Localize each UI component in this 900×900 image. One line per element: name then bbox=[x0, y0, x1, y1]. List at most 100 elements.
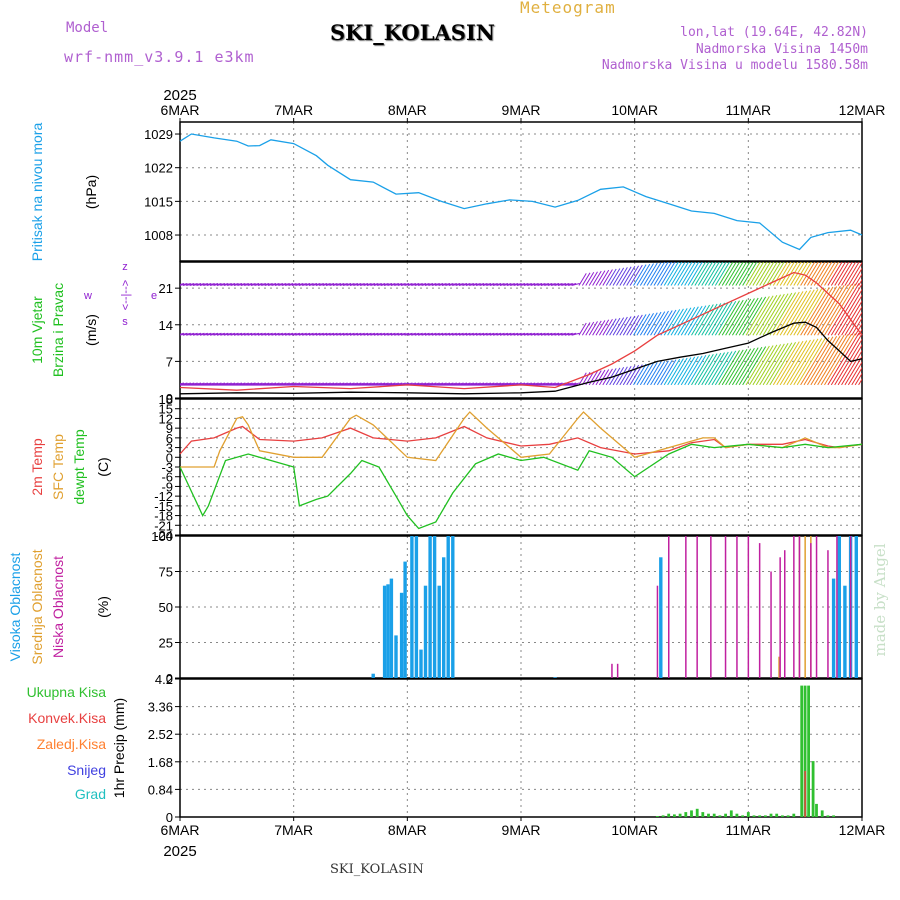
temperature-ytick-label: 3 bbox=[166, 441, 173, 456]
wind-barb bbox=[499, 332, 509, 336]
wind-barb bbox=[472, 283, 481, 287]
wind-barb bbox=[633, 314, 647, 336]
wind-barb bbox=[609, 268, 621, 286]
wind-barb bbox=[646, 361, 662, 386]
wind-barb bbox=[544, 283, 553, 287]
precip_total-bar bbox=[746, 812, 750, 817]
wind-barb bbox=[742, 262, 758, 286]
wind-barb bbox=[851, 317, 862, 336]
wind-barb bbox=[192, 332, 202, 336]
wind-barb bbox=[858, 278, 862, 286]
wind-barb bbox=[322, 283, 331, 287]
wind-barb bbox=[834, 338, 862, 386]
temperature-ytick-label: 6 bbox=[166, 431, 173, 446]
wind-barb bbox=[704, 352, 725, 386]
wind-barb bbox=[431, 283, 440, 287]
wind-barb bbox=[701, 303, 722, 336]
wind-barb bbox=[400, 332, 410, 336]
wind-barb bbox=[759, 262, 775, 286]
wind-barb bbox=[786, 289, 815, 336]
wind-barb bbox=[687, 262, 703, 286]
wind-barb bbox=[701, 352, 722, 386]
wind-barb bbox=[564, 283, 573, 287]
cloud_low-bar bbox=[696, 536, 698, 678]
wind-barb bbox=[305, 283, 314, 287]
wind-barb bbox=[595, 369, 606, 386]
wind-barb bbox=[807, 286, 838, 336]
wind-ytick-label: 7 bbox=[166, 354, 173, 369]
wind-barb bbox=[284, 332, 294, 336]
wind-barbs bbox=[180, 262, 862, 386]
time-label-top: 12MAR bbox=[839, 102, 886, 118]
precip_total-bar bbox=[811, 761, 815, 817]
temp-sfc-title: SFC Temp bbox=[50, 434, 66, 500]
wind-barb bbox=[725, 299, 748, 336]
wind-barb bbox=[834, 262, 850, 286]
cloud_low-bar bbox=[849, 536, 852, 678]
time-label-top: 6MAR bbox=[161, 102, 200, 118]
wind-barb bbox=[807, 262, 823, 286]
wind-barb bbox=[762, 293, 789, 336]
wind-barb bbox=[216, 283, 226, 287]
wind-barb bbox=[493, 283, 502, 287]
wind-barb bbox=[397, 283, 406, 287]
precip_total-bar bbox=[678, 813, 682, 817]
wind-ytick-label: 0 bbox=[166, 391, 173, 406]
compass-arrow: <--|--> bbox=[120, 280, 132, 310]
wind-barb bbox=[267, 283, 277, 287]
wind-barb bbox=[271, 283, 280, 287]
wind-barb bbox=[592, 270, 602, 286]
temp-2m-title: 2m Temp bbox=[29, 438, 45, 496]
wind-barb bbox=[383, 332, 393, 336]
wind-barb bbox=[653, 310, 669, 336]
wind-barb bbox=[711, 262, 727, 286]
wind-barb bbox=[656, 310, 673, 336]
wind-barb bbox=[278, 332, 287, 336]
wind-barb bbox=[789, 262, 806, 286]
wind-barb bbox=[233, 283, 243, 287]
wind-barb bbox=[571, 332, 580, 336]
wind-barb bbox=[192, 283, 202, 287]
wind-barb bbox=[830, 262, 847, 286]
wind-barb bbox=[599, 269, 610, 286]
cloud-high-title: Visoka Oblacnost bbox=[7, 553, 23, 662]
pressure-line bbox=[179, 133, 863, 251]
temperature-ytick-label: -6 bbox=[161, 470, 173, 485]
precip_total-bar bbox=[735, 813, 739, 817]
wind-barb bbox=[288, 283, 297, 287]
wind-barb bbox=[779, 262, 795, 286]
wind-barb bbox=[595, 320, 606, 336]
wind-barb bbox=[847, 361, 862, 386]
wind-barb bbox=[180, 332, 188, 336]
wind-barb bbox=[847, 262, 862, 286]
wind-barb bbox=[342, 283, 352, 287]
compass-west: w bbox=[83, 290, 92, 302]
wind-barb bbox=[738, 262, 754, 286]
wind-barb bbox=[772, 341, 800, 386]
wind-barb bbox=[557, 283, 567, 287]
wind-barb bbox=[353, 283, 362, 287]
cloud_high-bar bbox=[403, 561, 407, 678]
cloud_high-bar bbox=[399, 592, 404, 678]
wind-barb bbox=[298, 283, 307, 287]
wind-barb bbox=[783, 290, 811, 336]
wind-barb bbox=[766, 292, 793, 336]
wind-barb bbox=[749, 345, 774, 386]
precip_total-bar bbox=[729, 810, 733, 817]
wind-barb bbox=[421, 332, 430, 336]
wind-barb bbox=[820, 262, 836, 286]
wind-barb bbox=[189, 332, 198, 336]
cloud_high-bar bbox=[442, 557, 446, 678]
wind-barb bbox=[455, 283, 464, 287]
cloud_low-bar bbox=[798, 536, 801, 678]
temperature-ytick-label: -24 bbox=[154, 528, 173, 543]
wind-barb bbox=[302, 332, 311, 336]
wind-barb bbox=[431, 332, 440, 336]
wind-barb bbox=[674, 262, 690, 286]
cloud_high-bar bbox=[432, 536, 437, 678]
wind-barb bbox=[793, 262, 809, 286]
wind-barb bbox=[452, 332, 461, 336]
precip_total-bar bbox=[752, 815, 756, 817]
wind-barb bbox=[725, 349, 748, 386]
